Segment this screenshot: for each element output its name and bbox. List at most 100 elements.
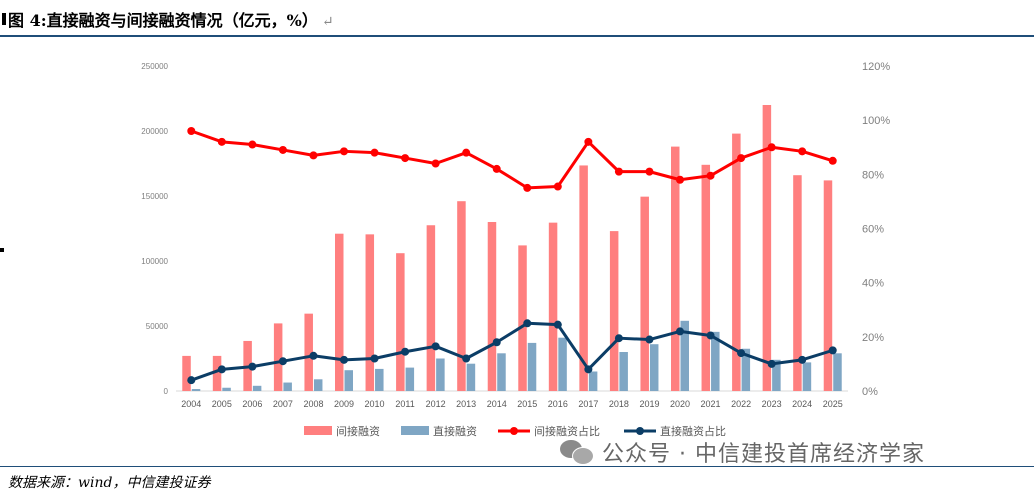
bar-direct-financing	[436, 358, 445, 391]
legend-label: 直接融资占比	[660, 424, 726, 438]
legend-swatch-1	[401, 426, 429, 435]
point-direct-share	[462, 354, 471, 363]
point-indirect-share	[614, 167, 623, 176]
bar-indirect-financing	[762, 105, 772, 391]
point-direct-share	[614, 334, 623, 343]
x-tick-label: 2006	[242, 399, 262, 409]
point-indirect-share	[737, 154, 746, 163]
legend-label: 间接融资	[336, 425, 380, 438]
x-tick-label: 2009	[334, 399, 354, 409]
x-tick-label: 2025	[823, 399, 843, 409]
legend-marker-3	[636, 427, 644, 435]
x-tick-label: 2010	[365, 399, 385, 409]
bar-direct-financing	[558, 337, 567, 391]
y-left-tick-label: 100000	[141, 257, 168, 266]
y-right-tick-label: 0%	[862, 386, 878, 398]
watermark-text: 公众号 · 中信建投首席经济学家	[602, 442, 925, 467]
bar-direct-financing	[222, 387, 231, 391]
point-indirect-share	[309, 151, 318, 160]
bar-indirect-financing	[548, 222, 558, 391]
x-tick-label: 2005	[212, 399, 232, 409]
x-tick-label: 2022	[731, 399, 751, 409]
point-indirect-share	[278, 145, 287, 154]
legend-label: 直接融资	[433, 424, 477, 438]
y-left-tick-label: 200000	[141, 127, 168, 136]
point-indirect-share	[401, 154, 410, 163]
figure-title-bar: 图 4:直接融资与间接融资情况（亿元，%） ↵	[0, 0, 1034, 36]
figure-title-text: 图 4:直接融资与间接融资情况（亿元，%）	[8, 11, 318, 30]
bar-indirect-financing	[671, 146, 680, 391]
point-indirect-share	[217, 137, 226, 146]
point-direct-share	[798, 355, 807, 364]
bar-indirect-financing	[579, 165, 588, 391]
point-direct-share	[401, 347, 410, 356]
point-direct-share	[492, 338, 501, 347]
x-tick-label: 2004	[181, 399, 201, 409]
financing-chart: 0 50000 100000 150000 200000 250000 0% 20% 40% 60…	[141, 61, 890, 438]
bar-direct-financing	[802, 362, 812, 391]
legend-swatch-0	[304, 426, 332, 435]
bar-indirect-financing	[609, 231, 619, 391]
point-indirect-share	[553, 182, 562, 191]
bar-indirect-financing	[335, 233, 344, 391]
side-marker	[0, 248, 4, 252]
bar-indirect-financing	[640, 196, 649, 391]
x-tick-label: 2011	[395, 399, 414, 409]
point-direct-share	[828, 346, 837, 355]
bar-indirect-financing	[457, 201, 466, 391]
point-direct-share	[187, 376, 196, 385]
x-tick-label: 2019	[639, 399, 659, 409]
bar-indirect-financing	[793, 175, 802, 391]
point-indirect-share	[645, 167, 654, 176]
bottom-rule	[0, 466, 1034, 467]
point-direct-share	[431, 342, 440, 351]
point-direct-share	[248, 362, 257, 371]
bar-direct-financing	[649, 344, 659, 391]
bar-indirect-financing	[396, 253, 405, 391]
y-right-tick-label: 80%	[862, 169, 884, 181]
x-tick-label: 2012	[426, 399, 446, 409]
line-direct-share	[190, 321, 834, 382]
x-tick-label: 2008	[303, 399, 323, 409]
bar-direct-financing	[497, 353, 506, 391]
y-right-tick-label: 60%	[862, 224, 884, 236]
bar-direct-financing	[283, 382, 292, 391]
bar-direct-financing	[466, 363, 476, 391]
point-direct-share	[645, 335, 654, 344]
x-tick-label: 2023	[762, 399, 782, 409]
bar-direct-financing	[252, 385, 262, 391]
bar-direct-financing	[711, 331, 720, 391]
point-direct-share	[767, 359, 776, 368]
point-direct-share	[737, 349, 746, 358]
title-marker	[2, 13, 6, 25]
x-tick-label: 2017	[578, 399, 598, 409]
bar-indirect-financing	[182, 355, 191, 391]
point-indirect-share	[370, 148, 379, 157]
point-indirect-share	[248, 140, 257, 149]
bar-direct-financing	[619, 352, 628, 391]
x-tick-label: 2014	[487, 399, 507, 409]
bar-direct-financing	[680, 320, 689, 391]
bar-direct-financing	[344, 370, 353, 391]
bar-direct-financing	[191, 389, 201, 391]
point-indirect-share	[676, 175, 684, 184]
bar-direct-financing	[588, 371, 598, 391]
x-tick-label: 2021	[701, 399, 721, 409]
bar-indirect-financing	[273, 323, 283, 391]
x-tick-label: 2020	[670, 399, 690, 409]
point-indirect-share	[462, 148, 471, 157]
watermark: 公众号 · 中信建投首席经济学家	[560, 432, 925, 472]
bar-direct-financing	[313, 379, 323, 391]
bar-indirect-financing	[365, 234, 375, 391]
point-direct-share	[706, 331, 715, 340]
point-indirect-share	[584, 137, 593, 146]
x-tick-label: 2018	[609, 399, 629, 409]
point-direct-share	[553, 320, 562, 329]
bar-indirect-financing	[823, 180, 833, 391]
x-tick-label: 2007	[273, 399, 293, 409]
point-direct-share	[676, 327, 684, 336]
top-rule	[0, 35, 1034, 37]
bar-indirect-financing	[426, 225, 436, 391]
legend-label: 间接融资占比	[534, 424, 600, 438]
source-note: 数据来源：wind，中信建投证券	[8, 475, 211, 491]
